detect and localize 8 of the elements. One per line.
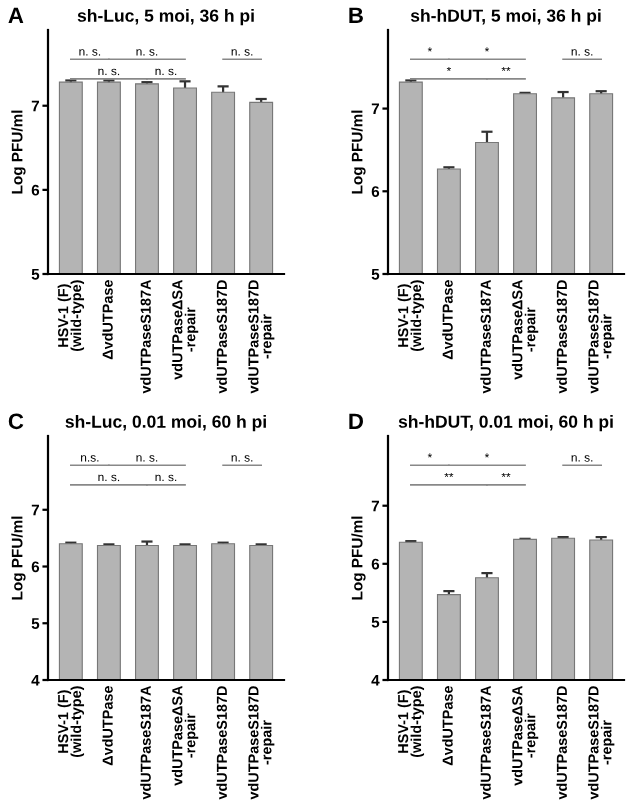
text: A	[8, 7, 24, 23]
text: B	[349, 7, 363, 23]
chart-title: sh-hDUT, 0.01 moi, 60 h pi	[398, 414, 613, 432]
text: D	[349, 413, 363, 429]
text: C	[8, 413, 24, 430]
chart-title: sh-hDUT, 5 moi, 36 h pi	[410, 8, 601, 26]
chart-title: sh-Luc, 5 moi, 36 h pi	[77, 8, 254, 26]
chart-title: sh-Luc, 0.01 moi, 60 h pi	[65, 414, 266, 432]
